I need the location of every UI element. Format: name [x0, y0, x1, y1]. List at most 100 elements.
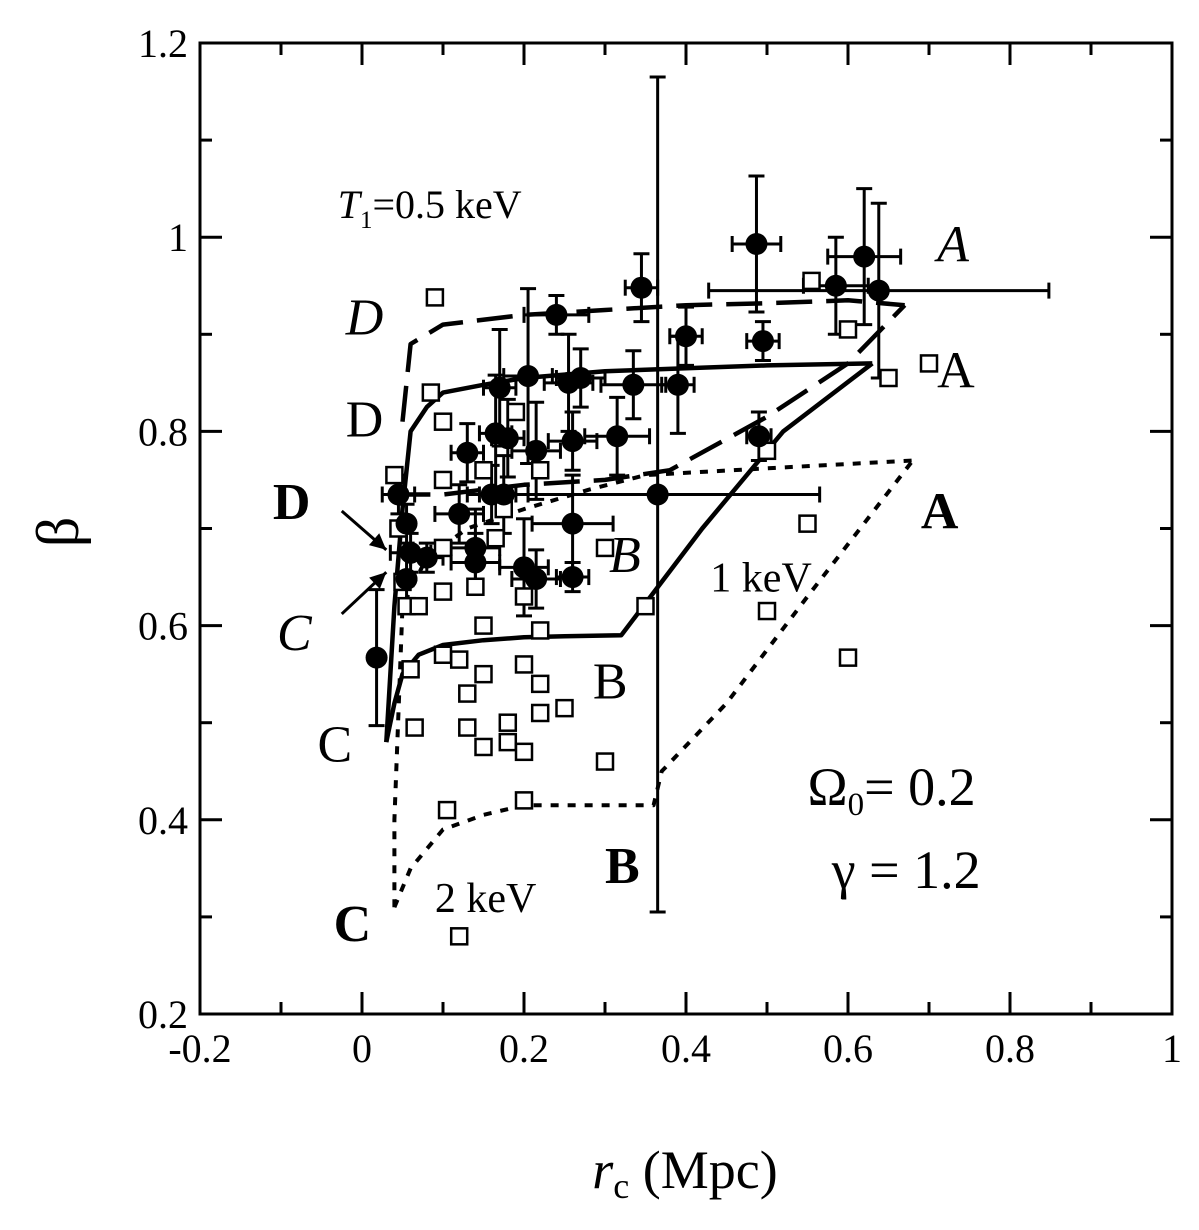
annotation-label: B	[605, 838, 640, 895]
y-axis-title: β	[25, 517, 91, 548]
model-curve-dashed	[394, 303, 907, 497]
filled-circle-point	[853, 245, 876, 268]
annotation-label: D	[346, 391, 384, 448]
y-tick-label: 0.4	[138, 798, 188, 843]
open-square-point	[425, 288, 445, 307]
model-curve-dotted	[392, 459, 915, 908]
open-square-point	[555, 698, 574, 718]
filled-circle-point	[387, 483, 410, 506]
annotation-label: C	[334, 896, 372, 953]
open-square-point	[530, 674, 550, 694]
open-square-point	[433, 470, 453, 490]
open-square-point	[474, 737, 493, 757]
annotation-label: D	[345, 289, 384, 346]
open-square-point	[401, 660, 420, 679]
filled-circle-point	[646, 483, 669, 506]
x-tick-label: 0.6	[823, 1026, 873, 1071]
open-square-point	[466, 577, 485, 597]
x-tick-label: 0.2	[499, 1026, 549, 1071]
axes	[198, 41, 1174, 1016]
y-tick-label: 0.8	[138, 409, 188, 454]
filled-circle-point	[525, 567, 548, 590]
open-square-point	[879, 368, 898, 388]
model-curve-dashed	[400, 298, 905, 422]
filled-circle-point	[395, 567, 418, 590]
open-square-point	[530, 703, 550, 723]
open-square-point	[385, 465, 404, 485]
filled-circle-point	[666, 373, 689, 396]
open-square-point	[514, 587, 534, 606]
filled-circle-point	[545, 303, 568, 326]
annotation-label: γ = 1.2	[831, 840, 981, 900]
x-tick-label: 0.8	[985, 1026, 1035, 1071]
x-tick-label: -0.2	[168, 1026, 231, 1071]
filled-circle-point	[464, 551, 487, 574]
open-square-point	[802, 271, 821, 291]
open-square-point	[506, 402, 526, 422]
open-square-point	[798, 514, 817, 533]
x-tick-label: 1	[1162, 1026, 1182, 1071]
filled-circle-point	[745, 232, 768, 255]
open-square-point	[433, 582, 453, 601]
filled-circle-point	[622, 373, 645, 396]
filled-circle-point	[867, 279, 890, 302]
open-square-point	[433, 412, 453, 431]
open-square-point	[433, 538, 453, 558]
open-square-point	[474, 460, 493, 480]
filled-circle-point	[751, 330, 774, 353]
filled-circle-point	[675, 325, 697, 348]
open-square-point	[595, 752, 615, 771]
open-square-point	[433, 645, 453, 664]
filled-circle-point	[525, 439, 548, 462]
arrow-head	[369, 572, 387, 589]
annotation-label: A	[921, 484, 959, 541]
annotations: T1=0.5 keV D A D A D A B 1 keV C B C Ω0= 0.2 γ = 1.2 B…	[273, 182, 981, 953]
open-square-point	[498, 732, 518, 752]
filled-circle-point	[395, 512, 418, 535]
filled-circle-point	[488, 376, 511, 399]
filled-circle-point	[569, 366, 592, 389]
open-square-point	[919, 354, 939, 373]
filled-circle-point	[415, 546, 438, 569]
annotation-label: 2 keV	[435, 876, 536, 922]
annotation-label: C	[317, 717, 352, 774]
open-square-point	[449, 927, 469, 946]
open-square-point	[458, 718, 477, 737]
filled-circle-point	[496, 427, 519, 450]
open-square-point	[757, 601, 777, 621]
arrow-head	[368, 533, 387, 550]
open-square-point	[409, 596, 428, 616]
x-tick-label: 0.4	[661, 1026, 711, 1071]
filled-circle-point	[517, 365, 540, 388]
filled-circle-point	[561, 566, 584, 589]
filled-circle-point	[365, 646, 388, 669]
filled-circle-point	[492, 483, 515, 506]
open-square-point	[437, 800, 457, 820]
open-square-point	[838, 648, 858, 667]
x-tick-label: 0	[352, 1026, 372, 1071]
open-square-point	[595, 538, 615, 558]
open-square-point	[530, 460, 550, 480]
y-tick-label: 1	[168, 215, 188, 260]
y-tick-label: 1.2	[138, 21, 188, 66]
open-square-point	[514, 742, 534, 762]
open-square-point	[405, 718, 424, 737]
y-tick-label: 0.2	[138, 992, 188, 1037]
model-curve-dotted	[392, 458, 913, 908]
open-square-point	[514, 655, 534, 674]
open-square-point	[474, 616, 493, 635]
annotation-label: C	[277, 605, 313, 662]
open-square-point	[514, 791, 534, 810]
annotation-label: D	[273, 474, 311, 531]
annotation-label: B	[609, 527, 641, 584]
open-square-point	[486, 528, 505, 548]
filled-circle-point	[448, 502, 471, 525]
open-square-point	[458, 684, 477, 703]
open-square-point	[421, 383, 441, 402]
open-square-point	[636, 596, 655, 616]
open-square-point	[498, 713, 518, 732]
annotation-arrows	[340, 509, 388, 616]
filled-circle-point	[630, 276, 653, 299]
annotation-label: A	[934, 216, 969, 273]
